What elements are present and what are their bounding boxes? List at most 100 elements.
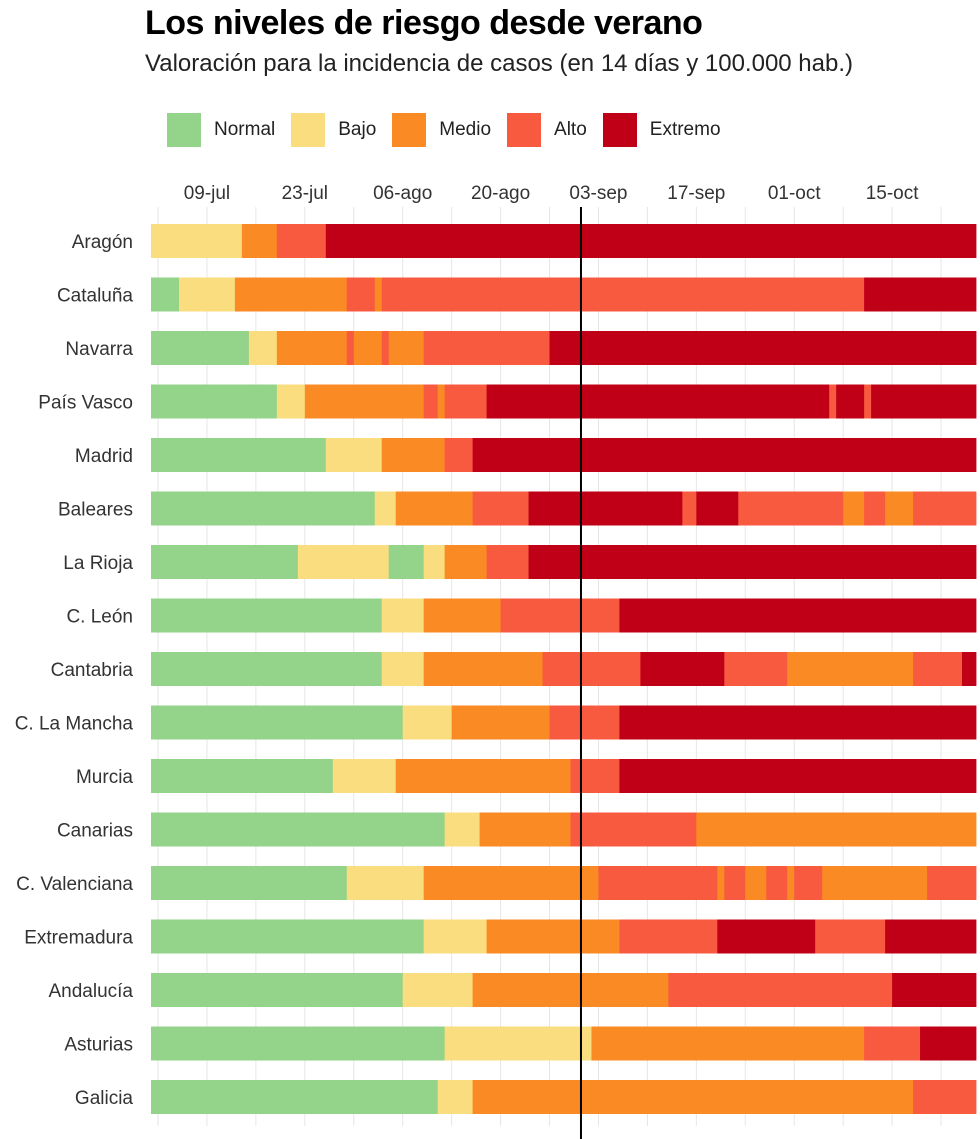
bar-segment-alto — [346, 331, 355, 365]
bar-segment-medio — [822, 866, 928, 900]
legend-item-alto: Alto — [507, 113, 587, 147]
region-label: País Vasco — [38, 393, 133, 414]
bar-segment-extremo — [717, 919, 816, 954]
region-label: Extremadura — [24, 928, 133, 949]
bar-segment-alto — [486, 545, 529, 579]
bar-segment-alto — [913, 652, 963, 686]
bar-segment-bajo — [276, 384, 306, 419]
legend-label-medio: Medio — [439, 119, 492, 140]
bar-segment-normal — [151, 812, 446, 847]
legend-item-normal: Normal — [167, 113, 275, 147]
bar-segment-medio — [423, 598, 501, 633]
bar-segment-medio — [395, 491, 474, 526]
bar-segment-bajo — [381, 652, 425, 686]
x-tick-label: 01-oct — [768, 183, 822, 204]
bar-segment-alto — [864, 491, 886, 526]
region-label: Asturias — [64, 1035, 133, 1056]
legend-swatch-extremo — [602, 113, 637, 147]
bar-segment-extremo — [696, 491, 739, 526]
region-label: Madrid — [75, 446, 133, 467]
bar-segment-normal — [151, 438, 327, 472]
legend-swatch-alto — [507, 113, 542, 147]
x-tick-label: 03-sep — [569, 183, 627, 204]
region-label: La Rioja — [63, 553, 133, 574]
bar-segment-alto — [766, 866, 788, 900]
bar-segment-extremo — [528, 491, 683, 526]
bar-segment-bajo — [437, 1080, 474, 1114]
bar-segment-bajo — [423, 545, 446, 579]
bar-segment-alto — [570, 812, 697, 847]
legend-label-bajo: Bajo — [338, 119, 377, 140]
chart-title: Los niveles de riesgo desde verano — [145, 4, 703, 42]
legend-swatch-normal — [167, 113, 201, 147]
bar-segment-normal — [151, 545, 299, 579]
bar-segment-medio — [486, 919, 620, 954]
bar-segment-bajo — [381, 598, 425, 633]
legend-label-normal: Normal — [214, 119, 276, 140]
bar-segment-bajo — [444, 1026, 592, 1061]
bar-segment-alto — [276, 224, 327, 258]
region-label: Navarra — [65, 339, 133, 360]
legend-swatch-bajo — [291, 113, 326, 147]
bar-segment-extremo — [528, 545, 977, 579]
bar-segment-alto — [549, 705, 620, 740]
bar-segment-normal — [151, 1080, 439, 1114]
bar-segment-alto — [381, 277, 865, 312]
bar-segment-medio — [395, 759, 571, 793]
x-tick-label: 17-sep — [667, 183, 725, 204]
x-tick-label: 09-jul — [184, 183, 230, 204]
region-label: Cantabria — [51, 660, 134, 681]
bar-segment-medio — [437, 384, 446, 419]
bar-segment-bajo — [444, 812, 481, 847]
chart-subtitle: Valoración para la incidencia de casos (… — [145, 50, 854, 77]
region-label: Galicia — [75, 1088, 134, 1109]
bar-segment-bajo — [248, 331, 278, 365]
x-tick-label: 23-jul — [282, 183, 328, 204]
bar-segment-normal — [151, 705, 404, 740]
bar-segment-medio — [745, 866, 767, 900]
bar-segment-medio — [479, 812, 571, 847]
bar-segment-normal — [151, 973, 404, 1007]
x-tick-label: 20-ago — [471, 183, 530, 204]
bar-segment-extremo — [892, 973, 977, 1007]
bar-segment-bajo — [178, 277, 236, 312]
bar-segment-medio — [885, 491, 914, 526]
bar-segment-extremo — [619, 705, 977, 740]
bar-segment-extremo — [325, 224, 977, 258]
bar-segment-extremo — [549, 331, 977, 365]
legend: Normal Bajo Medio Alto Extremo — [167, 113, 737, 147]
bar-segment-alto — [570, 759, 620, 793]
bar-segment-extremo — [920, 1026, 977, 1061]
bar-segment-medio — [787, 866, 795, 900]
region-label: Cataluña — [57, 286, 133, 307]
bar-segment-bajo — [151, 224, 243, 258]
bar-segment-medio — [444, 545, 487, 579]
bar-segment-alto — [619, 919, 718, 954]
bar-segment-normal — [151, 1026, 446, 1061]
bar-segment-alto — [598, 866, 718, 900]
bar-segment-medio — [388, 331, 425, 365]
bar-segment-alto — [927, 866, 977, 900]
bar-segment-alto — [794, 866, 823, 900]
bar-segment-medio — [276, 331, 348, 365]
bar-segment-normal — [151, 759, 334, 793]
bar-segment-medio — [591, 1026, 865, 1061]
bar-segment-extremo — [472, 438, 977, 472]
bar-segment-extremo — [836, 384, 865, 419]
bar-segment-alto — [668, 973, 893, 1007]
bar-segment-medio — [451, 705, 550, 740]
legend-swatch-medio — [392, 113, 427, 147]
bar-segment-medio — [374, 277, 383, 312]
bar-segment-bajo — [325, 438, 383, 472]
bar-segment-alto — [864, 384, 872, 419]
bar-segment-medio — [472, 973, 669, 1007]
legend-item-extremo: Extremo — [602, 113, 721, 147]
bar-segment-extremo — [640, 652, 725, 686]
bar-segment-medio — [423, 652, 543, 686]
bar-segment-normal — [151, 277, 180, 312]
region-label: Murcia — [76, 767, 133, 788]
region-label: Andalucía — [48, 981, 133, 1002]
bar-segment-medio — [472, 1080, 914, 1114]
bar-segment-medio — [353, 331, 383, 365]
bar-segment-extremo — [619, 598, 977, 633]
